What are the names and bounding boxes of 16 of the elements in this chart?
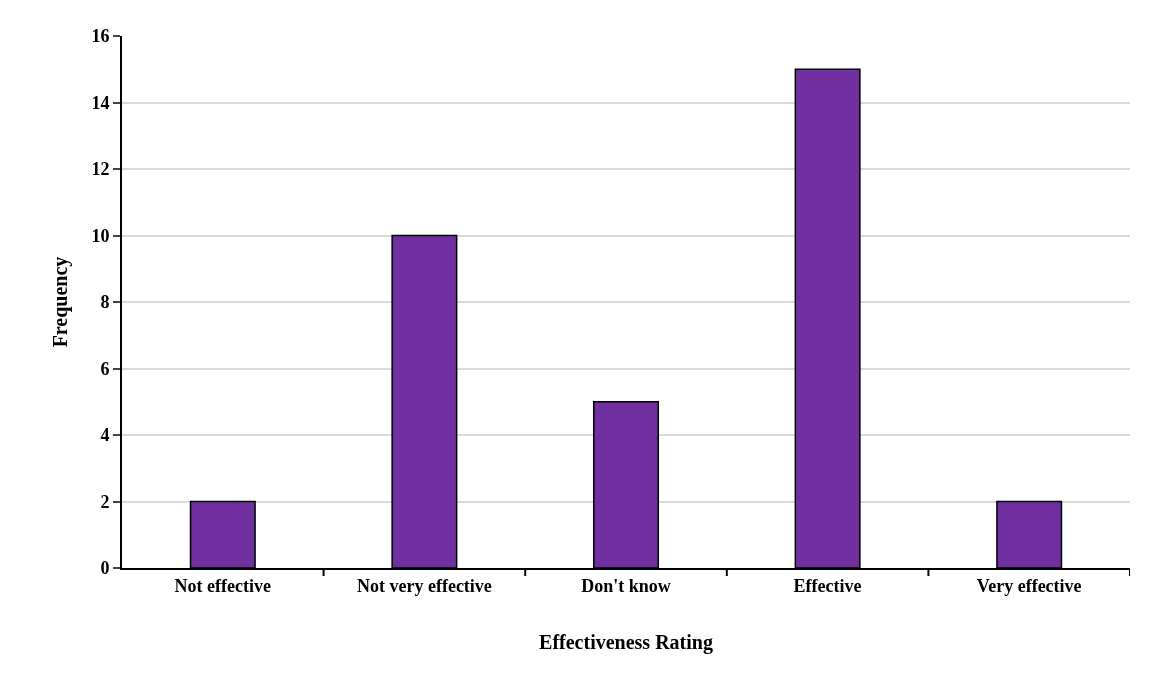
y-tick-label: 8 <box>100 292 110 313</box>
y-tick-label: 6 <box>100 358 110 379</box>
x-tick-label: Don't know <box>581 575 671 596</box>
x-tick-label: Very effective <box>976 575 1082 596</box>
y-tick-label: 2 <box>100 491 110 512</box>
y-tick-label: 4 <box>100 425 110 446</box>
y-tick-label: 16 <box>91 26 110 47</box>
x-tick-label: Not very effective <box>356 575 492 596</box>
y-tick-label: 12 <box>91 159 110 180</box>
x-tick-label: Not effective <box>174 575 272 596</box>
y-axis-title: Frequency <box>49 256 73 348</box>
y-tick-label: 10 <box>91 225 110 246</box>
y-tick-label: 14 <box>91 92 110 113</box>
x-axis-title: Effectiveness Rating <box>539 630 713 654</box>
y-tick-label: 0 <box>100 558 110 579</box>
x-tick-label: Effective <box>793 575 862 596</box>
